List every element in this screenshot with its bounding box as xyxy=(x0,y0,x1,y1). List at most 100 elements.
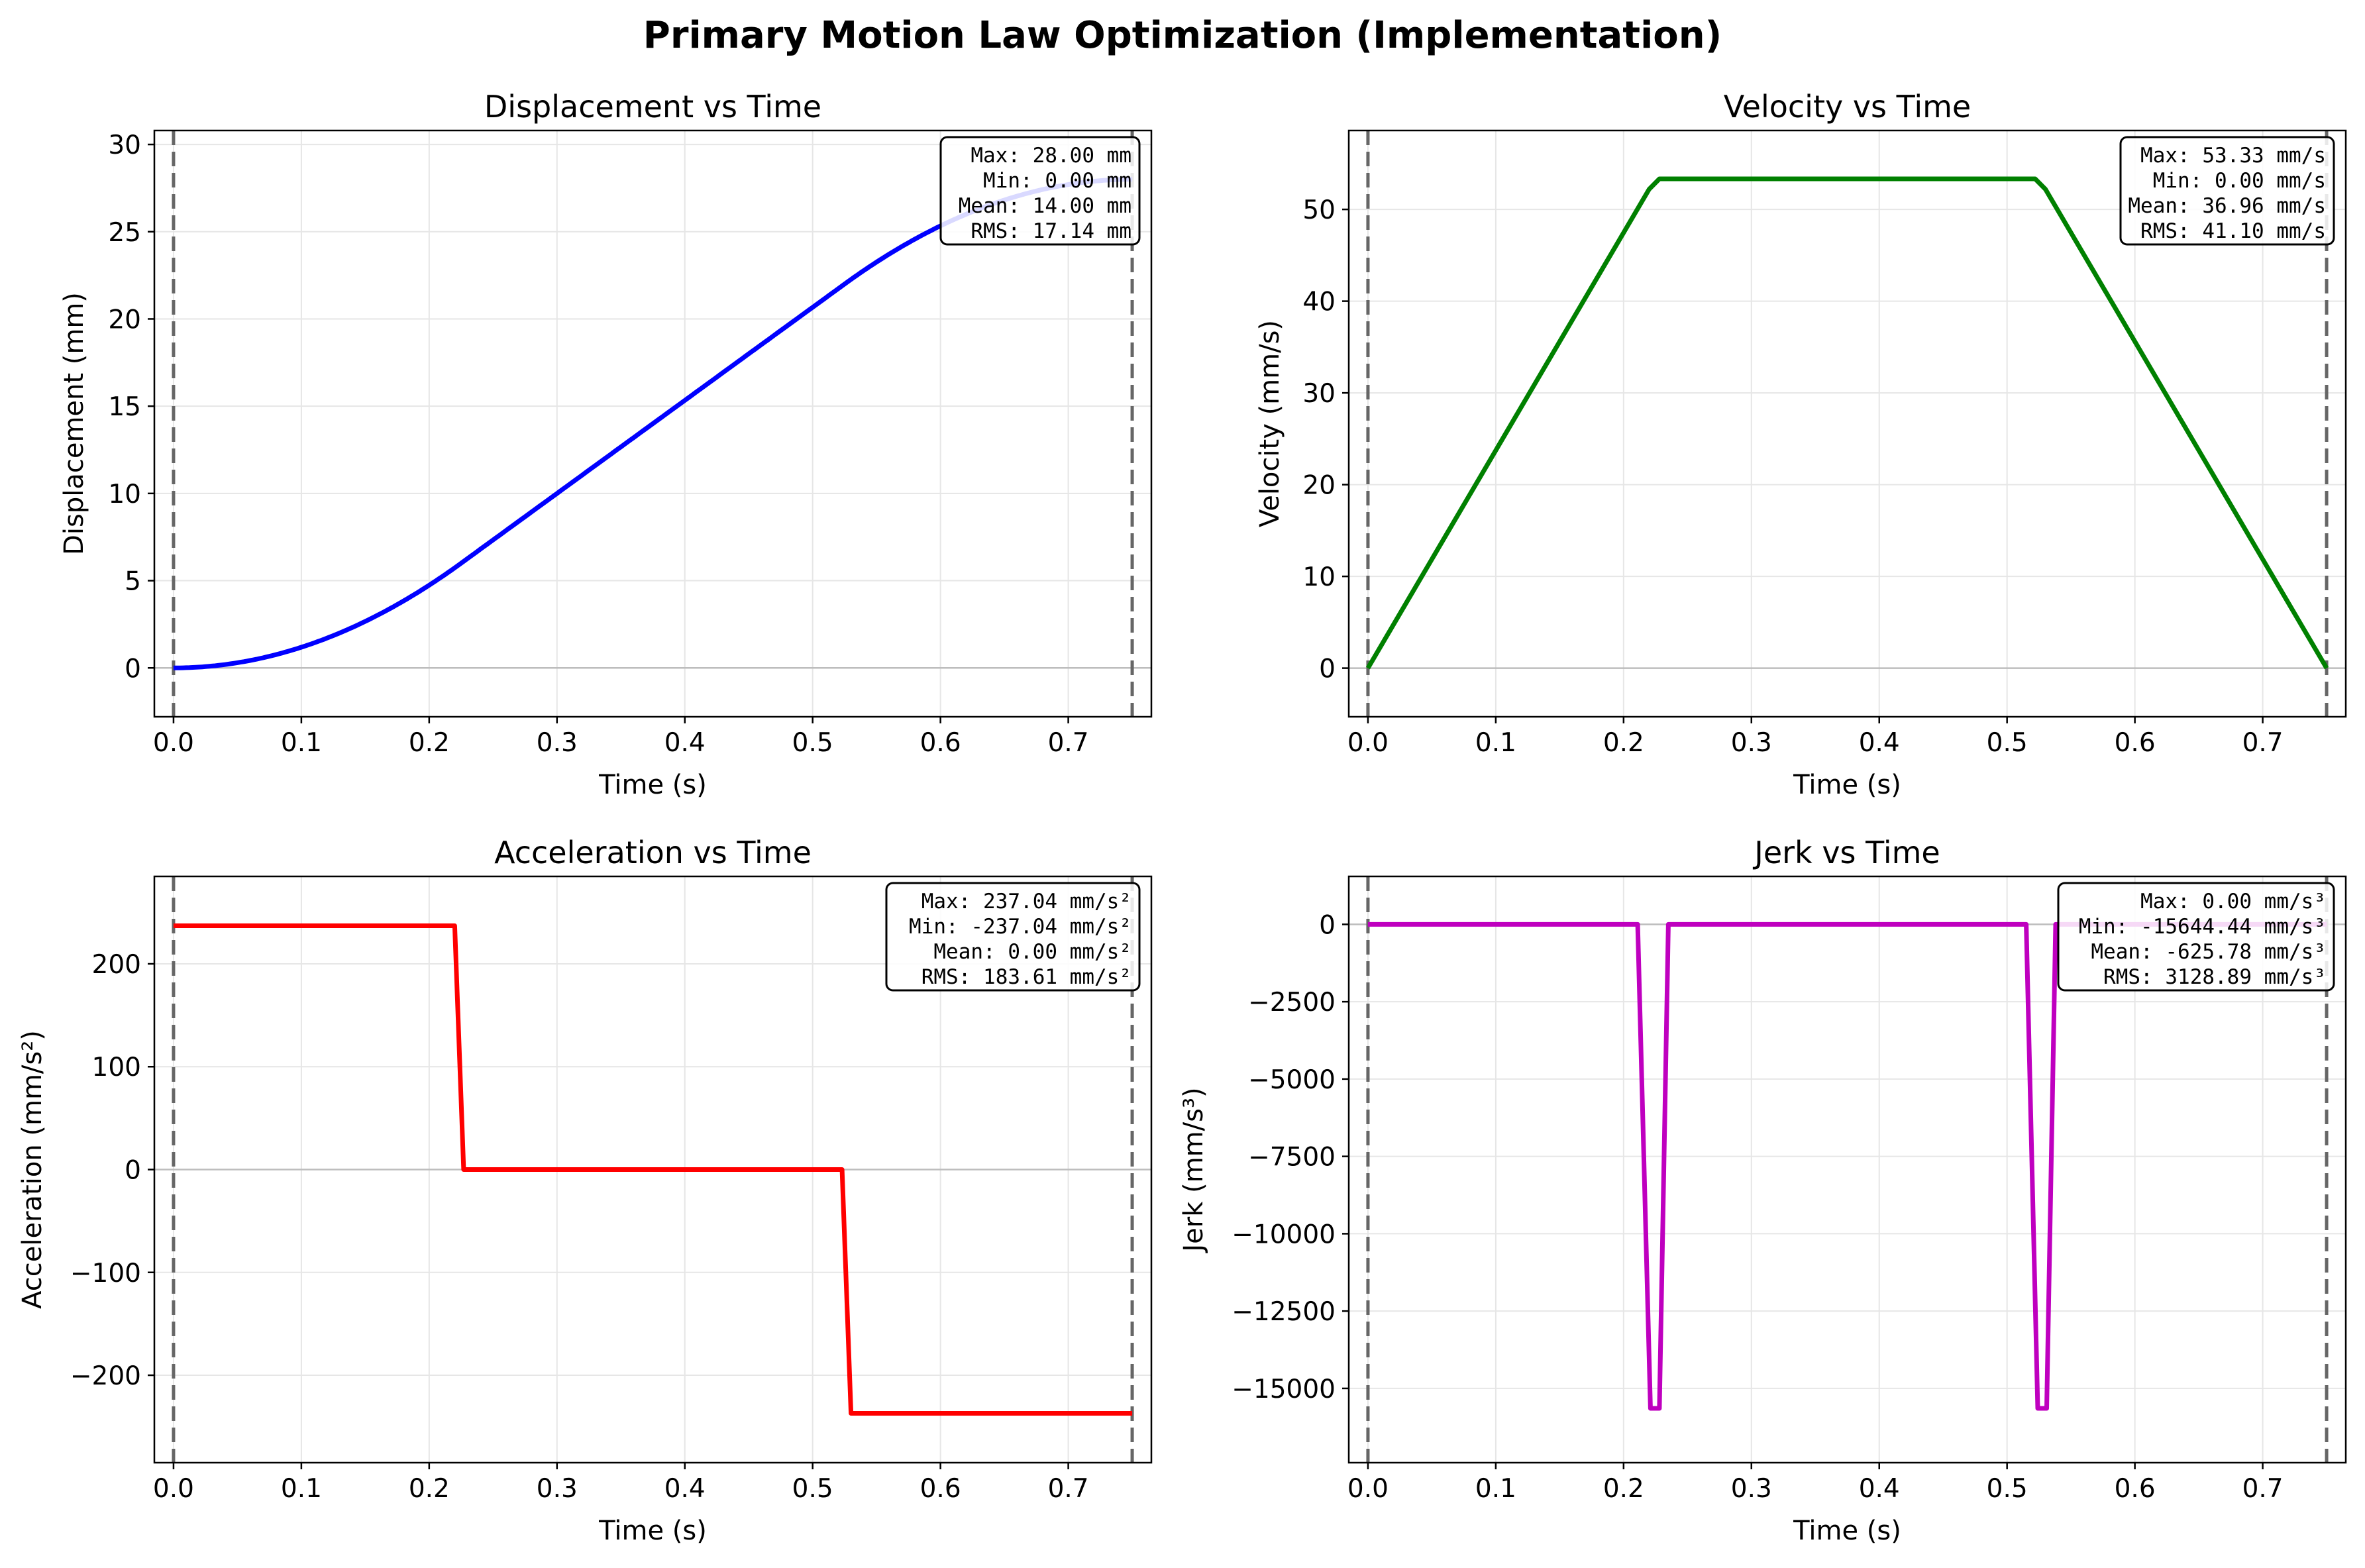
acceleration-series-line xyxy=(173,923,1133,1416)
jerk-xtick-label: 0.1 xyxy=(1475,1474,1516,1504)
figure-title: Primary Motion Law Optimization (Impleme… xyxy=(643,14,1722,57)
velocity-xtick-label: 0.1 xyxy=(1475,728,1516,758)
displacement-xtick-label: 0.4 xyxy=(664,728,706,758)
acceleration-xtick-label: 0.5 xyxy=(792,1474,833,1504)
displacement-ytick-label: 20 xyxy=(108,305,141,335)
jerk-stats-line: Mean: -625.78 mm/s³ xyxy=(2091,940,2326,964)
acceleration-stats-box xyxy=(885,882,1141,992)
displacement-stats-line: RMS: 17.14 mm xyxy=(971,219,1131,243)
jerk-xtick-label: 0.6 xyxy=(2115,1474,2156,1504)
displacement-ytick-label: 0 xyxy=(125,654,141,684)
jerk-xtick-label: 0.2 xyxy=(1603,1474,1644,1504)
jerk-stats-line: Min: -15644.44 mm/s³ xyxy=(2079,915,2326,939)
jerk-xlabel: Time (s) xyxy=(1793,1516,1901,1546)
jerk-xtick-label: 0.0 xyxy=(1347,1474,1389,1504)
displacement-xlabel: Time (s) xyxy=(598,770,707,800)
displacement-xtick-label: 0.2 xyxy=(409,728,450,758)
displacement-xtick-label: 0.3 xyxy=(537,728,578,758)
displacement-xtick-label: 0.6 xyxy=(920,728,961,758)
jerk-title: Jerk vs Time xyxy=(1752,835,1940,870)
velocity-xlabel: Time (s) xyxy=(1793,770,1901,800)
velocity-stats-box xyxy=(2119,136,2335,246)
jerk-xtick-label: 0.7 xyxy=(2242,1474,2284,1504)
displacement-ytick-label: 25 xyxy=(108,218,141,248)
acceleration-xtick-label: 0.7 xyxy=(1048,1474,1089,1504)
acceleration-stats-line: Max: 237.04 mm/s² xyxy=(921,890,1131,914)
velocity-ytick-label: 30 xyxy=(1302,379,1336,409)
jerk-ytick-label: 0 xyxy=(1319,910,1336,940)
acceleration-xtick-label: 0.6 xyxy=(920,1474,961,1504)
displacement-ytick-label: 15 xyxy=(108,392,141,422)
velocity-series-line xyxy=(1365,176,2329,670)
velocity-stats-line: RMS: 41.10 mm/s xyxy=(2140,219,2326,243)
jerk-xtick-label: 0.3 xyxy=(1731,1474,1772,1504)
displacement-ytick-label: 30 xyxy=(108,131,141,160)
velocity-xtick-label: 0.4 xyxy=(1859,728,1900,758)
acceleration-stats-line: Min: -237.04 mm/s² xyxy=(909,915,1131,939)
acceleration-xtick-label: 0.3 xyxy=(537,1474,578,1504)
velocity-ytick-label: 40 xyxy=(1302,287,1336,317)
jerk-ytick-label: −12500 xyxy=(1232,1297,1336,1327)
velocity-ylabel: Velocity (mm/s) xyxy=(1255,320,1285,527)
jerk-ytick-label: −15000 xyxy=(1232,1375,1336,1404)
acceleration-ytick-label: −100 xyxy=(70,1259,141,1288)
jerk-ytick-label: −10000 xyxy=(1232,1220,1336,1249)
displacement-xtick-label: 0.7 xyxy=(1048,728,1089,758)
acceleration-xtick-label: 0.1 xyxy=(281,1474,322,1504)
velocity-axes-frame xyxy=(1347,129,2347,718)
acceleration-ytick-label: 0 xyxy=(125,1156,141,1186)
jerk-ylabel: Jerk (mm/s³) xyxy=(1179,1087,1209,1253)
jerk-xtick-label: 0.4 xyxy=(1859,1474,1900,1504)
displacement-stats-line: Mean: 14.00 mm xyxy=(959,194,1131,218)
displacement-stats-line: Min: 0.00 mm xyxy=(983,169,1131,193)
velocity-stats-line: Mean: 36.96 mm/s xyxy=(2128,194,2326,218)
displacement-stats-box xyxy=(939,136,1141,246)
displacement-ylabel: Displacement (mm) xyxy=(59,292,89,555)
acceleration-ytick-label: −200 xyxy=(70,1361,141,1391)
jerk-ytick-label: −7500 xyxy=(1248,1143,1336,1173)
acceleration-xlabel: Time (s) xyxy=(598,1516,707,1546)
jerk-series-line xyxy=(1367,921,2327,1411)
acceleration-ylabel: Acceleration (mm/s²) xyxy=(17,1030,48,1309)
displacement-ytick-label: 10 xyxy=(108,480,141,509)
velocity-ytick-label: 0 xyxy=(1319,654,1336,684)
velocity-xtick-label: 0.0 xyxy=(1347,728,1389,758)
velocity-xtick-label: 0.6 xyxy=(2115,728,2156,758)
acceleration-title: Acceleration vs Time xyxy=(494,835,812,870)
velocity-xtick-label: 0.5 xyxy=(1987,728,2028,758)
velocity-ytick-label: 50 xyxy=(1302,195,1336,225)
acceleration-ytick-label: 100 xyxy=(92,1053,141,1082)
jerk-axes-frame xyxy=(1347,875,2347,1464)
velocity-title: Velocity vs Time xyxy=(1724,89,1971,125)
acceleration-panel: Acceleration vs Time Time (s) Accelerati… xyxy=(17,835,1153,1546)
velocity-xtick-label: 0.7 xyxy=(2242,728,2284,758)
displacement-xtick-label: 0.1 xyxy=(281,728,322,758)
velocity-xtick-label: 0.2 xyxy=(1603,728,1644,758)
acceleration-stats-line: Mean: 0.00 mm/s² xyxy=(933,940,1131,964)
displacement-ytick-label: 5 xyxy=(125,567,141,597)
acceleration-xtick-label: 0.4 xyxy=(664,1474,706,1504)
jerk-ytick-label: −2500 xyxy=(1248,988,1336,1018)
velocity-ytick-label: 10 xyxy=(1302,562,1336,592)
jerk-stats-box xyxy=(2057,882,2335,992)
jerk-ytick-label: −5000 xyxy=(1248,1065,1336,1095)
jerk-stats-line: RMS: 3128.89 mm/s³ xyxy=(2103,965,2326,989)
velocity-ytick-label: 20 xyxy=(1302,471,1336,501)
acceleration-stats-line: RMS: 183.61 mm/s² xyxy=(921,965,1131,989)
jerk-panel: Jerk vs Time Time (s) Jerk (mm/s³) 0.0 0.… xyxy=(1179,835,2347,1546)
jerk-stats-line: Max: 0.00 mm/s³ xyxy=(2140,890,2326,914)
velocity-stats-line: Max: 53.33 mm/s xyxy=(2140,144,2326,168)
velocity-stats-line: Min: 0.00 mm/s xyxy=(2153,169,2326,193)
acceleration-ytick-label: 200 xyxy=(92,950,141,980)
displacement-panel: Displacement vs Time Time (s) Displaceme… xyxy=(59,89,1153,800)
displacement-title: Displacement vs Time xyxy=(484,89,821,125)
velocity-xtick-label: 0.3 xyxy=(1731,728,1772,758)
displacement-xtick-label: 0.0 xyxy=(153,728,194,758)
displacement-stats-line: Max: 28.00 mm xyxy=(971,144,1131,168)
displacement-axes-frame xyxy=(153,129,1153,718)
velocity-panel: Velocity vs Time Time (s) Velocity (mm/s… xyxy=(1255,89,2347,800)
jerk-xtick-label: 0.5 xyxy=(1987,1474,2028,1504)
displacement-xtick-label: 0.5 xyxy=(792,728,833,758)
acceleration-xtick-label: 0.2 xyxy=(409,1474,450,1504)
